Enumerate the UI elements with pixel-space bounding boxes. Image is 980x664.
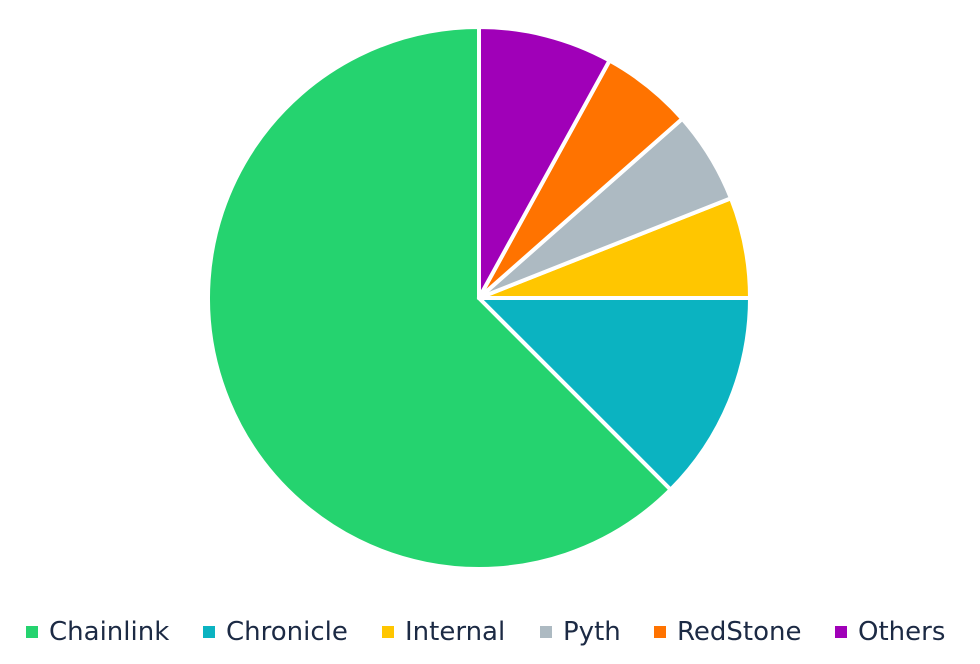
legend-item-redstone: RedStone [654,612,801,652]
legend-swatch-chainlink [26,626,38,638]
legend-swatch-others [835,626,847,638]
legend-item-pyth: Pyth [540,612,621,652]
legend-label-chronicle: Chronicle [226,617,348,647]
legend-item-internal: Internal [382,612,505,652]
legend-swatch-internal [382,626,394,638]
legend: Chainlink Chronicle Internal Pyth RedSto… [0,612,980,652]
legend-swatch-pyth [540,626,552,638]
legend-label-pyth: Pyth [563,617,621,647]
pie-slice-chainlink [206,25,673,571]
legend-item-chainlink: Chainlink [26,612,169,652]
legend-label-chainlink: Chainlink [49,617,170,647]
legend-item-others: Others [835,612,945,652]
pie-slice-chronicle [477,296,752,492]
legend-label-redstone: RedStone [677,617,802,647]
legend-swatch-chronicle [203,626,215,638]
legend-swatch-redstone [654,626,666,638]
legend-item-chronicle: Chronicle [203,612,348,652]
pie-plot-area [206,25,752,571]
pie-slice-others [477,25,612,300]
legend-label-others: Others [858,617,946,647]
legend-label-internal: Internal [405,617,506,647]
